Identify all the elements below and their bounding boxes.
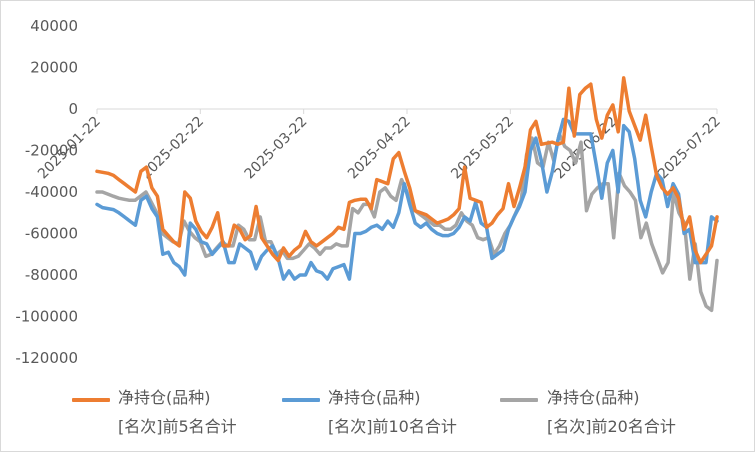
y-tick-label: 20000: [30, 59, 78, 77]
y-tick-label: -20000: [25, 142, 78, 160]
x-tick-label: 2025-05-22: [448, 114, 517, 183]
legend-swatch-top10: [282, 398, 320, 402]
legend-swatch-top5: [72, 398, 110, 402]
y-tick-label: -80000: [25, 266, 78, 284]
legend-label-top5: 净持仓(品种) [名次]前5名合计: [118, 383, 237, 441]
y-tick-label: -100000: [15, 308, 78, 326]
series-line-top5: [95, 76, 719, 265]
legend-label-top5-line2: [名次]前5名合计: [118, 417, 237, 436]
legend-label-top10-line1: 净持仓(品种): [328, 388, 421, 407]
x-tick-label: 2025-07-22: [655, 114, 724, 183]
y-tick-label: -40000: [25, 183, 78, 201]
y-tick-label: -60000: [25, 225, 78, 243]
legend-label-top5-line1: 净持仓(品种): [118, 388, 211, 407]
series-lines: [95, 76, 719, 313]
y-tick-label: 0: [68, 100, 78, 118]
y-tick-label: -120000: [15, 349, 78, 367]
legend-label-top10: 净持仓(品种) [名次]前10名合计: [328, 383, 457, 441]
legend-label-top20-line2: [名次]前20名合计: [547, 417, 676, 436]
legend-label-top20-line1: 净持仓(品种): [547, 388, 640, 407]
legend-swatch-top20: [500, 398, 538, 402]
legend-label-top10-line2: [名次]前10名合计: [328, 417, 457, 436]
y-tick-label: 40000: [30, 17, 78, 35]
legend-label-top20: 净持仓(品种) [名次]前20名合计: [547, 383, 676, 441]
series-line-top10: [95, 117, 719, 281]
y-axis-ticks: 40000 20000 0 -20000 -40000 -60000 -80000 -1000…: [15, 17, 78, 367]
x-tick-label: 2025-03-22: [242, 114, 311, 183]
